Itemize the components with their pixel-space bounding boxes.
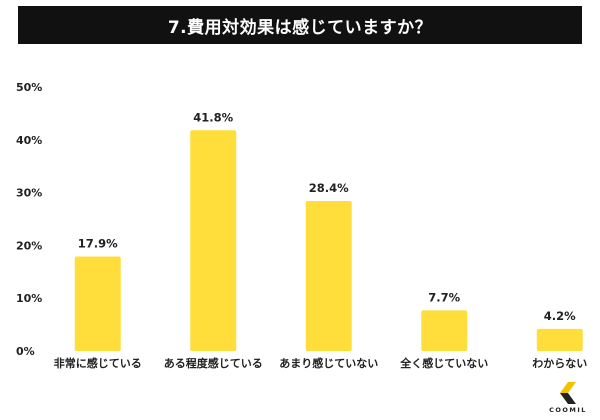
category-label: ある程度感じている xyxy=(164,356,263,370)
bar xyxy=(536,328,583,351)
y-tick-label: 20% xyxy=(16,239,42,252)
y-tick-label: 10% xyxy=(16,292,42,305)
bar xyxy=(74,256,121,351)
bar xyxy=(190,130,237,351)
value-label: 4.2% xyxy=(544,309,576,323)
category-label: わからない xyxy=(532,357,587,370)
value-label: 28.4% xyxy=(309,181,349,195)
bar xyxy=(305,201,352,351)
bar xyxy=(421,310,468,351)
category-label: あまり感じていない xyxy=(279,356,378,370)
category-label: 全く感じていない xyxy=(399,356,488,370)
y-axis: 0% 10% 20% 30% 40% 50% xyxy=(16,81,42,358)
value-label: 7.7% xyxy=(428,290,460,304)
category-label: 非常に感じている xyxy=(54,356,142,370)
y-tick-label: 30% xyxy=(16,187,42,200)
bars xyxy=(74,130,583,351)
y-tick-label: 0% xyxy=(16,345,35,358)
chart-title: 7.費用対効果は感じていますか？ xyxy=(18,6,582,44)
value-label: 17.9% xyxy=(78,236,118,250)
value-labels: 17.9% 41.8% 28.4% 7.7% 4.2% xyxy=(78,110,576,323)
y-tick-label: 50% xyxy=(16,81,42,94)
brand-logo: COOMIL xyxy=(546,380,590,414)
value-label: 41.8% xyxy=(193,110,233,124)
coomil-logo-icon xyxy=(560,382,576,404)
x-axis: 非常に感じている ある程度感じている あまり感じていない 全く感じていない わからない xyxy=(54,356,588,370)
y-tick-label: 40% xyxy=(16,134,42,147)
brand-name: COOMIL xyxy=(549,406,587,414)
